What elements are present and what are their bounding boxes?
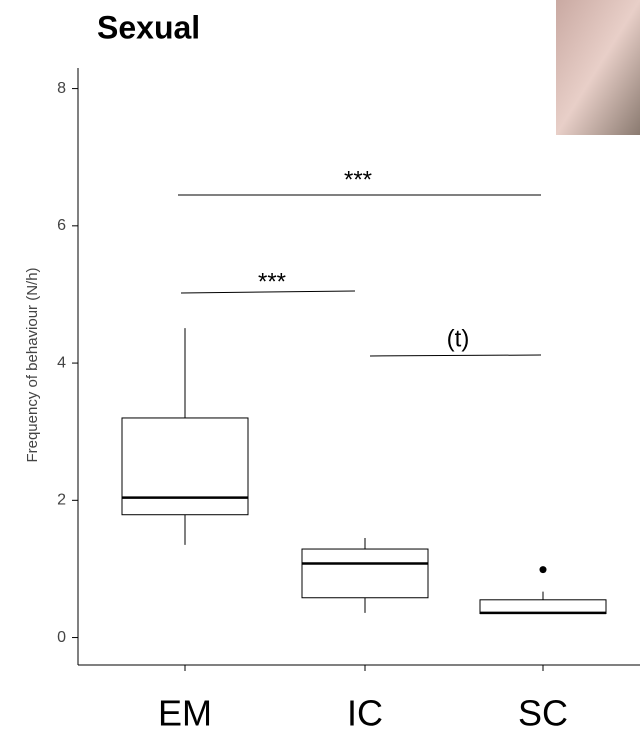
- significance-line: [370, 355, 541, 356]
- y-tick-label: 8: [57, 80, 66, 97]
- y-tick-label: 2: [57, 492, 66, 509]
- chart-title: Sexual: [97, 9, 200, 45]
- outlier: [540, 566, 547, 573]
- y-axis-label: Frequency of behaviour (N/h): [24, 267, 41, 462]
- photo: [556, 0, 640, 135]
- annotation: (t): [447, 325, 470, 352]
- box: [480, 600, 606, 614]
- box: [302, 549, 428, 598]
- x-tick-label: EM: [158, 693, 212, 734]
- x-tick-label: SC: [518, 693, 568, 734]
- box: [122, 418, 248, 515]
- annotation: ***: [258, 268, 286, 295]
- y-tick-label: 0: [57, 629, 66, 646]
- annotation: ***: [344, 166, 372, 193]
- y-tick-label: 4: [57, 354, 66, 371]
- y-tick-label: 6: [57, 217, 66, 234]
- x-tick-label: IC: [347, 693, 383, 734]
- chart: Sexual Frequency of behaviour (N/h) *** …: [0, 0, 640, 736]
